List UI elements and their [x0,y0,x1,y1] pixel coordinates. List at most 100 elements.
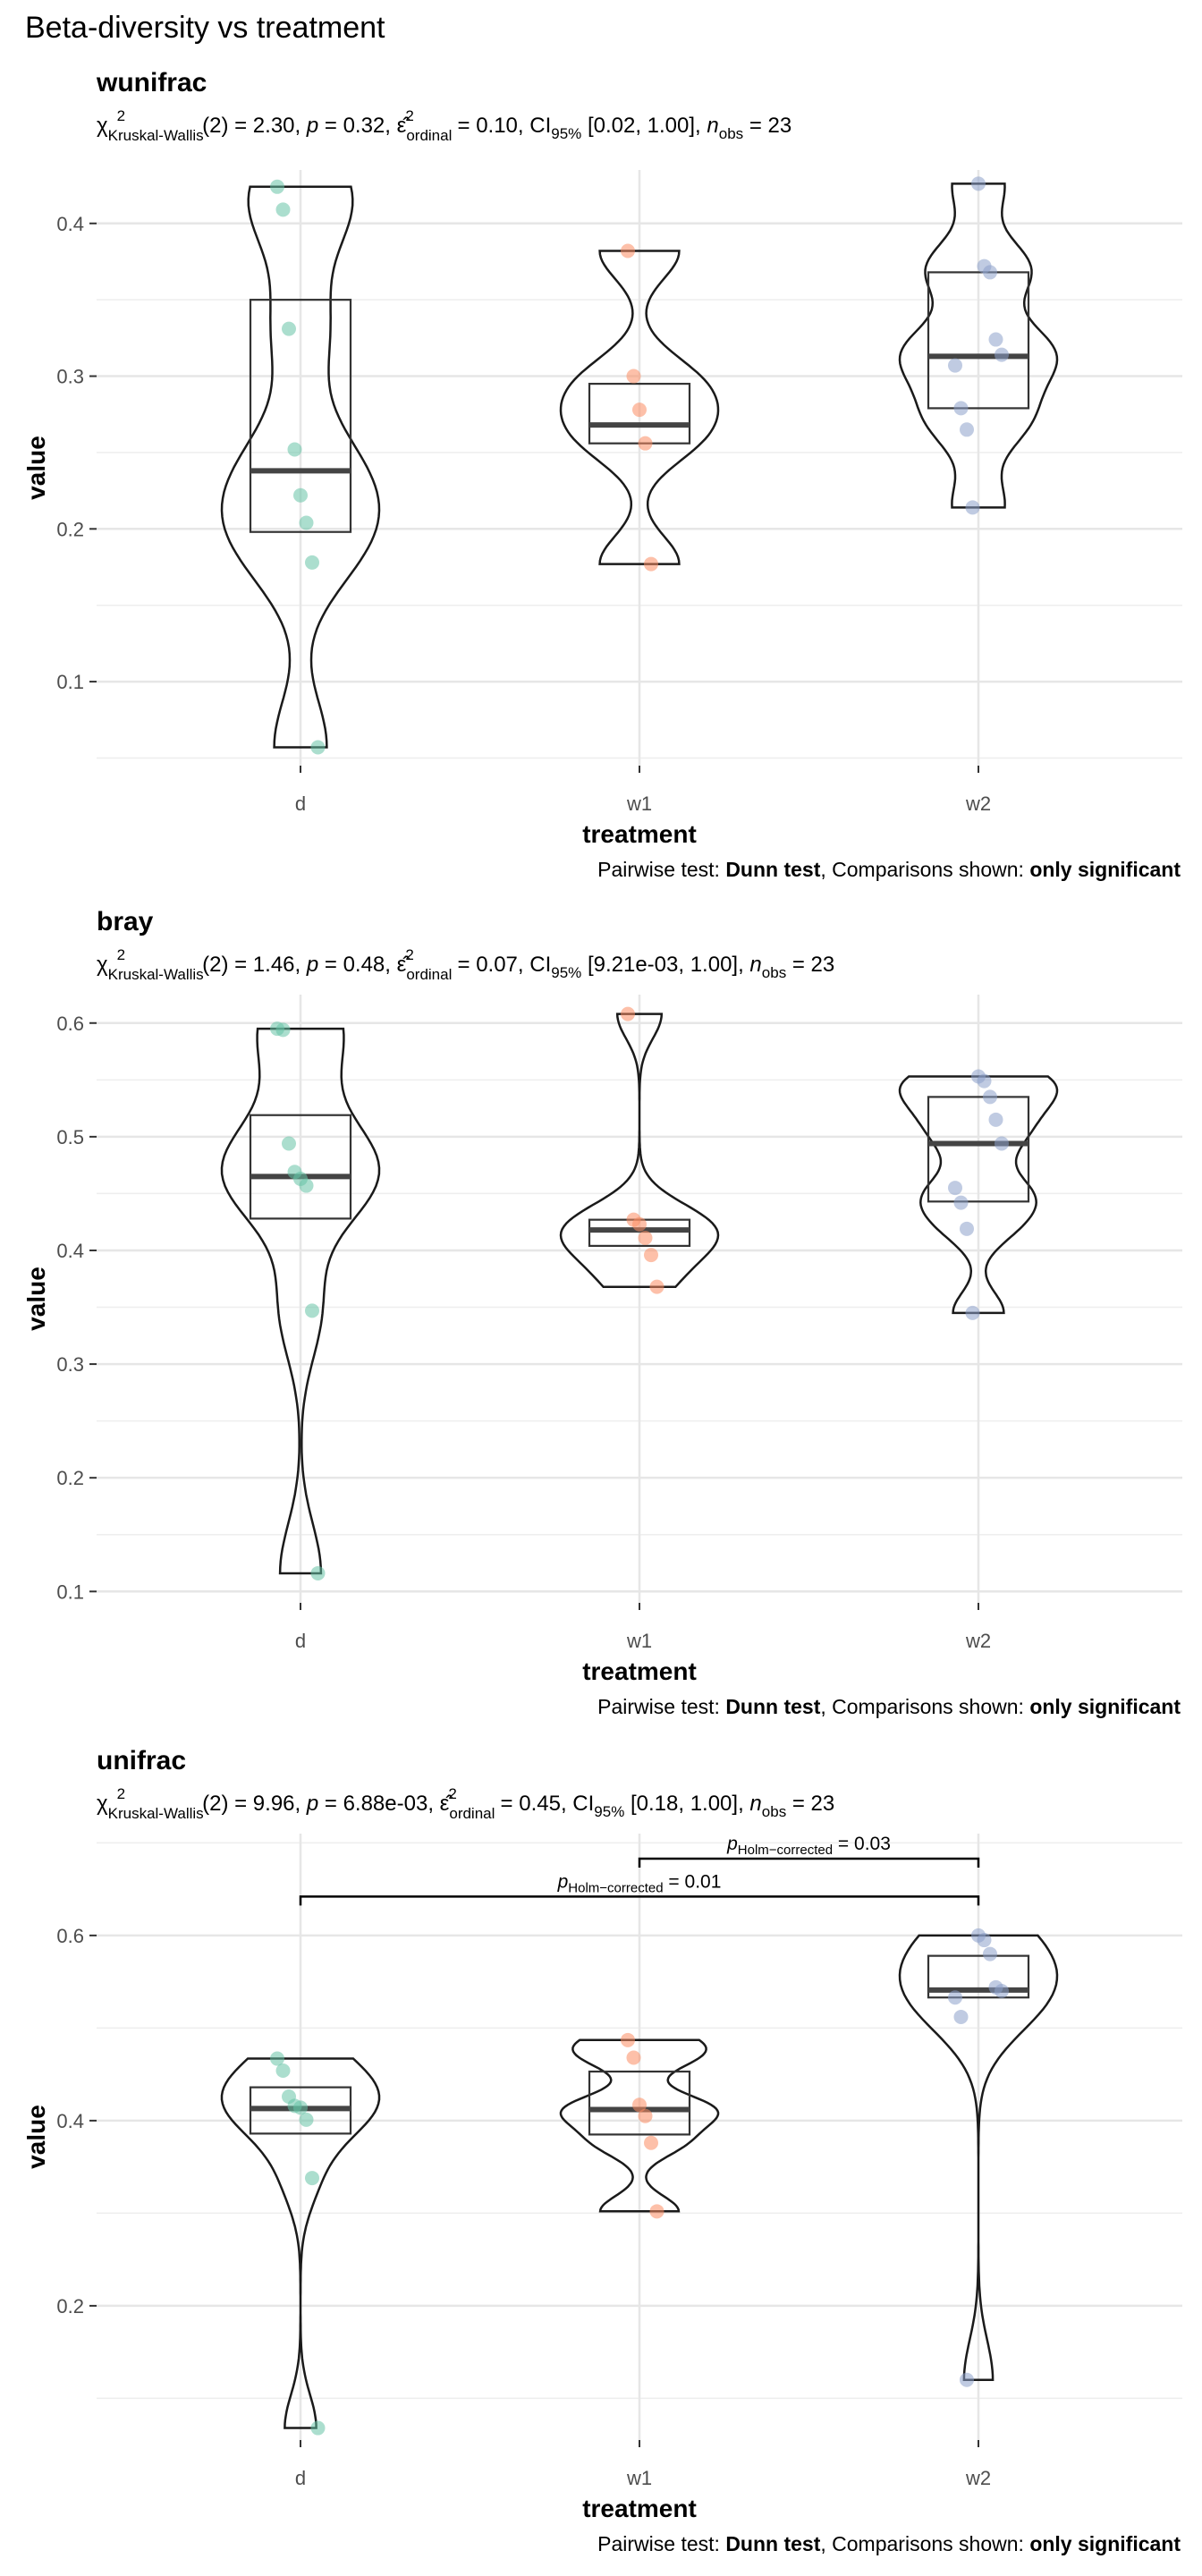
violin-d [220,1027,381,1575]
data-point-w1 [649,2204,664,2219]
bracket-label: pHolm−corrected = 0.03 [726,1834,891,1858]
violin-w1 [559,250,720,565]
data-point-d [275,2063,291,2078]
data-point-w2 [971,176,986,191]
violin-d [220,185,381,749]
box-w2 [927,1954,1030,1999]
comparison-bracket: pHolm−corrected = 0.01 [299,1871,980,1906]
data-point-w2 [948,1181,962,1196]
box-w1 [588,2070,691,2136]
x-axis-label: treatment [582,820,697,848]
y-tick-label: 0.3 [56,366,84,388]
data-point-w2 [983,265,997,280]
bracket-line [299,1895,980,1906]
y-tick-label: 0.1 [56,671,84,693]
data-point-w2 [995,347,1009,362]
data-point-d [282,1136,296,1151]
panel-caption: Pairwise test: Dunn test, Comparisons sh… [597,858,1181,881]
data-point-w2 [960,2372,974,2387]
data-point-d [310,2420,326,2436]
violin-d [220,2057,381,2429]
data-point-d [299,2112,314,2127]
data-point-d [282,321,296,336]
data-point-w2 [960,422,974,437]
x-tick-label: w2 [965,2467,991,2489]
data-point-d [275,1022,291,1038]
panel-title: wunifrac [96,68,207,97]
figure-title: Beta-diversity vs treatment [25,11,385,45]
data-point-w1 [649,1279,664,1294]
panel-stats: χKruskal-Wallis2 (2) = 1.46, p = 0.48, ε̂… [97,946,834,983]
panel-title: unifrac [97,1746,186,1775]
violin-w2 [898,1934,1059,2381]
data-point-w1 [638,1231,653,1245]
data-point-d [287,442,302,457]
box-w2 [927,271,1030,410]
data-point-d [293,487,308,503]
data-point-w2 [948,1990,962,2005]
data-point-w1 [644,556,658,572]
violin-w1 [559,1013,720,1288]
data-point-d [275,202,291,217]
x-tick-label: d [295,792,306,815]
data-point-w2 [977,1073,992,1089]
data-point-w2 [953,401,969,416]
data-point-w1 [638,436,653,451]
y-tick-label: 0.4 [56,2110,84,2132]
data-point-w2 [965,500,980,515]
data-point-d [305,555,319,570]
gridlines [97,170,1182,766]
y-axis-label: value [22,1267,50,1331]
data-point-w2 [995,1136,1009,1151]
data-point-w2 [953,2009,969,2024]
y-tick-label: 0.6 [56,1013,84,1035]
data-point-w1 [626,2050,641,2065]
x-tick-label: d [295,2467,306,2489]
violin-w2 [898,182,1059,509]
data-point-d [299,1178,314,1193]
data-point-w2 [960,1221,974,1236]
violin-w1 [559,2038,720,2213]
y-tick-label: 0.5 [56,1126,84,1148]
data-point-w2 [983,1089,997,1105]
panel-unifrac: unifrac χKruskal-Wallis2 (2) = 9.96, p = 6… [22,1746,1182,2555]
panel-title: bray [97,907,154,936]
panel-stats: χKruskal-Wallis2 (2) = 2.30, p = 0.32, ε̂… [97,107,791,144]
data-point-w1 [626,369,641,384]
y-tick-label: 0.4 [56,1240,84,1262]
x-tick-label: w1 [626,2467,652,2489]
data-point-w2 [988,1112,1003,1127]
data-point-w2 [953,1195,969,1210]
data-point-d [293,2100,308,2115]
data-point-d [270,179,284,194]
data-point-d [270,2051,284,2066]
x-tick-label: w2 [965,792,991,815]
bracket-label: pHolm−corrected = 0.01 [557,1871,722,1895]
y-axis-label: value [22,2105,50,2169]
data-point-w1 [621,1006,635,1021]
data-point-w1 [644,2135,658,2150]
panel-stats: χKruskal-Wallis2 (2) = 9.96, p = 6.88e-03… [97,1785,834,1822]
bracket-line [638,1857,980,1868]
data-point-w2 [965,1305,980,1320]
y-axis-label: value [22,436,50,500]
data-point-d [310,740,326,755]
data-point-d [305,2171,319,2186]
x-axis-label: treatment [582,1657,697,1685]
y-tick-label: 0.2 [56,1467,84,1489]
x-tick-label: w1 [626,792,652,815]
panel-bray: bray χKruskal-Wallis2 (2) = 1.46, p = 0.48… [22,907,1182,1718]
panel-caption: Pairwise test: Dunn test, Comparisons sh… [597,1695,1181,1718]
y-tick-label: 0.4 [56,213,84,235]
data-point-w1 [632,2097,647,2113]
y-tick-label: 0.1 [56,1580,84,1603]
data-point-w1 [621,243,635,258]
y-tick-label: 0.2 [56,518,84,540]
x-axis-label: treatment [582,2495,697,2522]
data-point-w1 [632,402,647,418]
x-tick-label: w1 [626,1630,652,1652]
data-point-w1 [644,1248,658,1263]
data-point-d [299,515,314,530]
box-d [249,299,352,533]
data-point-w1 [621,2032,635,2047]
